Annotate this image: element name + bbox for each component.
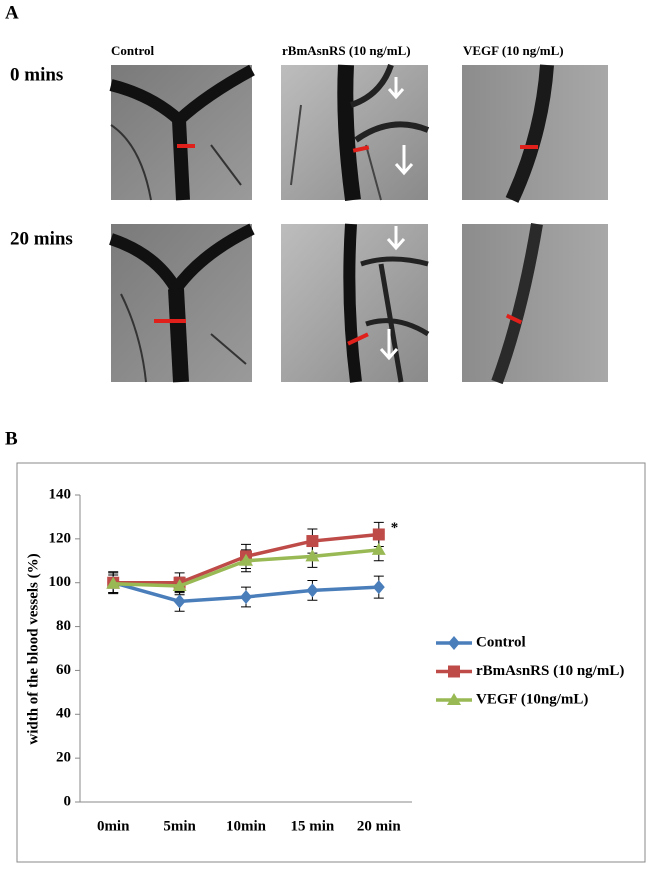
legend-label: rBmAsnRS (10 ng/mL) — [476, 663, 624, 679]
row-label: 0 mins — [10, 64, 63, 85]
row-label: 20 mins — [10, 228, 73, 249]
micrograph — [109, 223, 255, 383]
y-tick-label: 140 — [49, 486, 72, 502]
chart-frame — [16, 462, 646, 863]
data-point — [106, 576, 121, 589]
data-point — [372, 528, 385, 541]
micrograph — [462, 223, 608, 385]
x-tick-label: 20 min — [357, 818, 401, 834]
column-header: rBmAsnRS (10 ng/mL) — [282, 43, 411, 58]
x-tick-label: 0min — [97, 818, 130, 834]
micrograph — [281, 223, 430, 383]
data-point — [240, 589, 252, 604]
legend-label: Control — [476, 634, 526, 650]
micrograph — [462, 64, 608, 203]
y-tick-label: 40 — [56, 706, 71, 722]
legend-marker — [448, 636, 460, 650]
x-tick-label: 10min — [226, 818, 267, 834]
legend-label: VEGF (10ng/mL) — [476, 691, 588, 707]
data-point — [306, 535, 319, 548]
data-point — [172, 579, 187, 592]
y-axis-label: width of the blood vessels (%) — [25, 553, 41, 744]
x-tick-label: 15 min — [291, 818, 335, 834]
data-point — [306, 583, 319, 598]
legend-marker — [448, 665, 460, 678]
data-point — [305, 549, 320, 562]
micrograph — [109, 64, 255, 201]
y-tick-label: 20 — [56, 750, 71, 766]
data-point — [371, 542, 386, 555]
y-tick-label: 80 — [56, 618, 71, 634]
data-point — [372, 580, 385, 595]
y-tick-label: 120 — [49, 530, 72, 546]
panel-label: A — [5, 2, 19, 23]
legend-marker — [447, 693, 461, 705]
y-tick-label: 0 — [64, 793, 72, 809]
annotation: * — [391, 520, 399, 536]
y-tick-label: 100 — [49, 574, 72, 590]
data-point — [173, 594, 186, 609]
x-tick-label: 5min — [163, 818, 196, 834]
micrograph — [281, 63, 430, 202]
column-header: VEGF (10 ng/mL) — [463, 43, 564, 58]
column-header: Control — [111, 43, 154, 58]
data-point — [239, 553, 253, 566]
y-tick-label: 60 — [56, 662, 71, 678]
panel-label: B — [5, 428, 18, 449]
